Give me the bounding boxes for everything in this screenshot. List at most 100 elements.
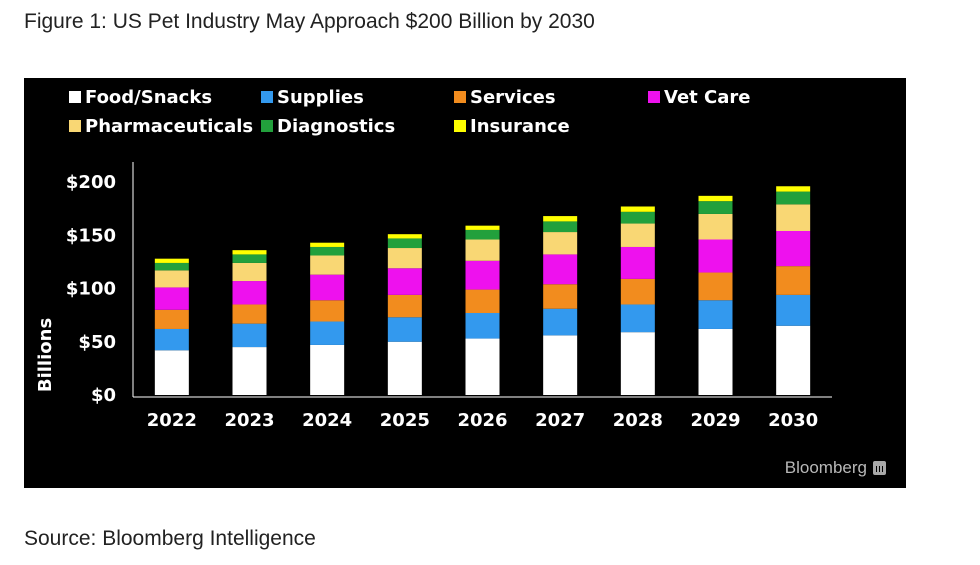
legend: Food/Snacks Supplies Services Vet Care Pharm… — [69, 87, 750, 137]
y-tick-label: $150 — [66, 225, 116, 246]
figure-title: Figure 1: US Pet Industry May Approach $… — [24, 10, 595, 33]
y-tick-label: $50 — [78, 332, 116, 353]
bar-segment-pharmaceuticals-2029 — [698, 213, 733, 240]
bar-segment-pharmaceuticals-2025 — [387, 248, 422, 269]
bar-segment-vet-care-2026 — [465, 260, 500, 290]
bar-segment-food-snacks-2026 — [465, 338, 500, 395]
bar-segment-supplies-2026 — [465, 312, 500, 339]
bar-segment-food-snacks-2022 — [154, 350, 189, 395]
legend-swatch-services — [454, 91, 466, 103]
bar-segment-pharmaceuticals-2028 — [620, 223, 655, 247]
bar-segment-vet-care-2025 — [387, 268, 422, 295]
bar-segment-insurance-2023 — [232, 250, 267, 255]
bar-segment-insurance-2025 — [387, 234, 422, 239]
bar-segment-vet-care-2024 — [310, 274, 345, 301]
bar-segment-pharmaceuticals-2024 — [310, 255, 345, 275]
bar-segment-food-snacks-2028 — [620, 332, 655, 395]
x-tick-label-2030: 2030 — [768, 410, 818, 431]
bar-segment-services-2026 — [465, 289, 500, 313]
bar-segment-food-snacks-2025 — [387, 341, 422, 395]
bar-segment-diagnostics-2026 — [465, 229, 500, 240]
legend-label-insurance: Insurance — [470, 116, 570, 137]
bar-segment-insurance-2027 — [543, 216, 578, 222]
bar-segment-supplies-2029 — [698, 300, 733, 329]
bar-segment-supplies-2023 — [232, 323, 267, 348]
bar-segment-services-2030 — [776, 266, 811, 295]
bar-segment-pharmaceuticals-2027 — [543, 232, 578, 255]
bar-segment-pharmaceuticals-2030 — [776, 204, 811, 231]
bar-segment-diagnostics-2024 — [310, 246, 345, 256]
bar-segment-vet-care-2022 — [154, 287, 189, 310]
bloomberg-logo: Bloomberg — [785, 458, 886, 478]
bar-segment-supplies-2030 — [776, 294, 811, 326]
chart-panel: Food/Snacks Supplies Services Vet Care Pharm… — [24, 78, 906, 488]
bar-segment-supplies-2027 — [543, 308, 578, 336]
bars — [154, 186, 811, 395]
bar-segment-food-snacks-2023 — [232, 347, 267, 395]
bar-segment-vet-care-2029 — [698, 239, 733, 273]
bar-segment-pharmaceuticals-2022 — [154, 270, 189, 288]
legend-label-diagnostics: Diagnostics — [277, 116, 395, 137]
bar-segment-services-2022 — [154, 309, 189, 329]
bar-segment-services-2027 — [543, 284, 578, 309]
bar-segment-insurance-2024 — [310, 242, 345, 247]
bar-segment-diagnostics-2022 — [154, 262, 189, 271]
y-tick-label: $100 — [66, 279, 116, 300]
x-tick-label-2029: 2029 — [690, 410, 740, 431]
bar-segment-vet-care-2028 — [620, 246, 655, 279]
bar-segment-diagnostics-2028 — [620, 211, 655, 224]
x-tick-label-2023: 2023 — [224, 410, 274, 431]
bar-segment-pharmaceuticals-2026 — [465, 239, 500, 261]
legend-label-pharmaceuticals: Pharmaceuticals — [85, 116, 253, 137]
bar-segment-vet-care-2030 — [776, 230, 811, 267]
x-tick-label-2024: 2024 — [302, 410, 352, 431]
x-tick-label-2028: 2028 — [613, 410, 663, 431]
bar-segment-insurance-2026 — [465, 225, 500, 230]
bar-segment-vet-care-2023 — [232, 281, 267, 305]
x-tick-label-2027: 2027 — [535, 410, 585, 431]
brand-text: Bloomberg — [784, 458, 867, 477]
bar-segment-services-2028 — [620, 278, 655, 305]
bar-segment-food-snacks-2024 — [310, 344, 345, 395]
legend-label-services: Services — [470, 87, 556, 108]
bar-segment-insurance-2028 — [620, 206, 655, 212]
bar-segment-services-2024 — [310, 300, 345, 322]
legend-label-food-snacks: Food/Snacks — [85, 87, 212, 108]
x-tick-label-2025: 2025 — [380, 410, 430, 431]
bar-segment-services-2023 — [232, 304, 267, 324]
y-tick-label: $0 — [91, 385, 116, 406]
legend-swatch-insurance — [454, 120, 466, 132]
bar-segment-diagnostics-2025 — [387, 238, 422, 249]
bar-segment-supplies-2028 — [620, 304, 655, 333]
bar-segment-insurance-2022 — [154, 258, 189, 263]
x-axis-ticks: 2022 2023 2024 2025 2026 2027 2028 2029 2030 — [147, 410, 818, 431]
legend-swatch-supplies — [261, 91, 273, 103]
bar-segment-food-snacks-2029 — [698, 328, 733, 395]
y-tick-label: $200 — [66, 172, 116, 193]
source-note: Source: Bloomberg Intelligence — [24, 527, 316, 550]
bar-segment-insurance-2030 — [776, 186, 811, 192]
legend-swatch-diagnostics — [261, 120, 273, 132]
x-tick-label-2026: 2026 — [457, 410, 507, 431]
bar-segment-diagnostics-2027 — [543, 221, 578, 233]
bar-segment-services-2029 — [698, 272, 733, 301]
legend-label-vet-care: Vet Care — [664, 87, 750, 108]
y-axis-label: Billions — [35, 318, 56, 392]
bar-segment-supplies-2024 — [310, 321, 345, 345]
bar-segment-diagnostics-2030 — [776, 191, 811, 205]
bar-segment-food-snacks-2027 — [543, 335, 578, 395]
y-axis-ticks: $0 $50 $100 $150 $200 — [66, 172, 116, 406]
legend-label-supplies: Supplies — [277, 87, 364, 108]
bar-segment-pharmaceuticals-2023 — [232, 262, 267, 282]
bar-segment-diagnostics-2029 — [698, 201, 733, 214]
legend-swatch-food-snacks — [69, 91, 81, 103]
x-tick-label-2022: 2022 — [147, 410, 197, 431]
bar-segment-insurance-2029 — [698, 195, 733, 202]
bar-segment-vet-care-2027 — [543, 254, 578, 285]
bar-segment-supplies-2025 — [387, 317, 422, 342]
bar-segment-services-2025 — [387, 294, 422, 318]
stacked-bar-chart: Food/Snacks Supplies Services Vet Care Pharm… — [35, 87, 832, 431]
legend-swatch-vet-care — [648, 91, 660, 103]
bar-segment-food-snacks-2030 — [776, 325, 811, 395]
legend-swatch-pharmaceuticals — [69, 120, 81, 132]
